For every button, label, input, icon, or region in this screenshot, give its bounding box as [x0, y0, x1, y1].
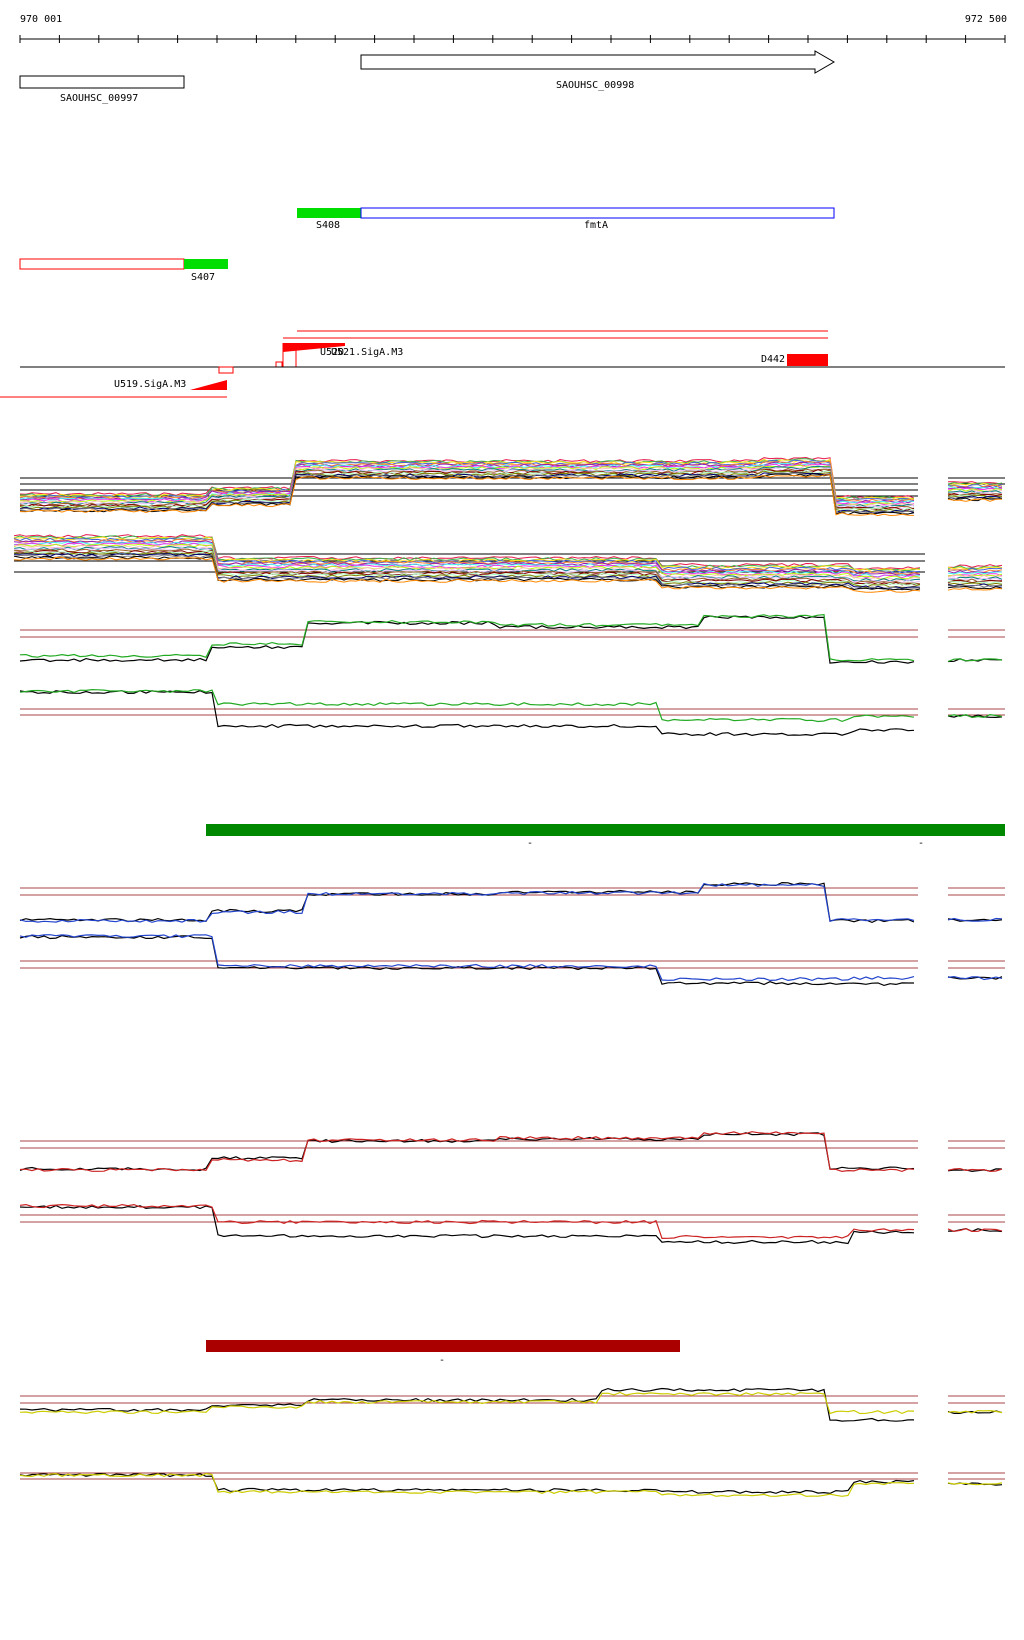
feature-u519-marker[interactable] [190, 380, 227, 390]
sample-trace-down-right [947, 584, 1003, 588]
gene-label-saouhsc-00998: SAOUHSC_00998 [556, 80, 634, 91]
red-up-trace-black [19, 1132, 915, 1172]
sample-trace-up-right [947, 498, 1003, 502]
yellow-down-trace-colored [19, 1472, 915, 1498]
feature-label-u519: U519.SigA.M3 [114, 379, 186, 390]
segment-fmta[interactable] [360, 207, 835, 219]
ruler-ticks [19, 35, 1006, 43]
gene-arrow-saouhsc-00998[interactable] [360, 50, 835, 74]
blue-down-trace-black-right [947, 976, 1003, 980]
yellow-up-trace-black [19, 1387, 914, 1422]
green-up-trace-black [19, 615, 915, 664]
green-bar-mark-2: - [918, 838, 924, 849]
green-up-trace-colored-right [947, 658, 1003, 663]
sample-trace-down [13, 556, 921, 593]
green-bar-mark: - [527, 838, 533, 849]
red-bar-mark: - [439, 1355, 445, 1366]
sample-trace-up-right [947, 490, 1003, 494]
red-up-trace-black-right [947, 1168, 1003, 1173]
sample-trace-up-right [947, 488, 1003, 492]
sample-trace-down [13, 538, 921, 575]
yellow-down-trace-colored-right [947, 1482, 1003, 1486]
segment-s408[interactable] [297, 208, 361, 218]
sample-trace-up [19, 460, 915, 503]
sample-trace-up [19, 465, 915, 509]
sample-trace-down [13, 555, 921, 591]
feature-small-box [275, 361, 283, 368]
sample-trace-down-right [947, 571, 1003, 575]
expression-traces [13, 456, 1005, 1498]
sample-trace-down [13, 548, 921, 585]
sample-trace-up-right [948, 486, 1003, 491]
sample-trace-up [19, 469, 915, 512]
sample-trace-up [19, 458, 915, 500]
feature-label-u521: U521.SigA.M3 [331, 347, 403, 358]
blue-up-trace-black-right [947, 918, 1003, 922]
yellow-up-trace-colored [19, 1391, 915, 1415]
sample-trace-up-right [947, 497, 1003, 502]
sample-trace-down-right [947, 577, 1003, 581]
sample-trace-up [19, 469, 915, 511]
sample-trace-down-right [947, 579, 1003, 584]
sample-trace-up-right [947, 495, 1003, 500]
feature-label-u520: U520 [320, 347, 344, 358]
green-down-trace-colored [19, 688, 915, 723]
red-up-trace-colored-right [947, 1167, 1003, 1173]
sample-trace-down [13, 535, 921, 572]
gene-label-saouhsc-00997: SAOUHSC_00997 [60, 93, 138, 104]
blue-down-trace-colored-right [947, 975, 1003, 981]
ruler-start-label: 970 001 [20, 14, 62, 25]
sample-trace-down-right [947, 564, 1003, 568]
coordinate-ruler: 970 001 972 500 [19, 14, 1007, 43]
sample-trace-up [19, 458, 915, 501]
segment-red-outline[interactable] [19, 258, 185, 270]
blue-up-trace-colored-right [947, 917, 1003, 922]
blue-down-trace-black [19, 934, 914, 987]
green-coverage-bar[interactable] [206, 824, 1005, 836]
sample-trace-up [19, 464, 915, 506]
green-down-trace-black-right [947, 714, 1003, 719]
red-down-trace-colored [19, 1203, 915, 1240]
feature-d442[interactable] [787, 354, 828, 366]
red-up-trace-colored [19, 1131, 915, 1173]
sample-trace-down-right [947, 582, 1003, 585]
sample-trace-down-right [947, 570, 1003, 574]
yellow-up-trace-colored-right [947, 1409, 1003, 1414]
ruler-end-label: 972 500 [965, 14, 1007, 25]
feature-u520-marker[interactable] [283, 343, 345, 352]
segment-label-s407: S407 [191, 272, 215, 283]
sample-trace-down [13, 551, 921, 588]
sample-trace-up [19, 474, 915, 517]
sample-trace-up-right [947, 495, 1003, 499]
sample-trace-down-right [947, 587, 1003, 591]
red-down-trace-colored-right [947, 1228, 1003, 1233]
green-up-trace-colored [19, 614, 915, 662]
blue-up-trace-black [19, 881, 915, 924]
sample-trace-up-right [947, 482, 1003, 485]
sample-trace-down [13, 544, 921, 581]
red-coverage-bar[interactable] [206, 1340, 680, 1352]
yellow-down-trace-black [19, 1473, 915, 1495]
gene-box-saouhsc-00997[interactable] [19, 75, 185, 89]
sample-trace-up [19, 463, 915, 506]
segment-track: S408 fmtA S407 [19, 207, 835, 283]
blue-down-trace-colored [19, 934, 915, 982]
segment-label-fmta: fmtA [584, 220, 608, 231]
sample-trace-up-right [947, 491, 1003, 495]
segment-s407[interactable] [184, 259, 228, 269]
sample-trace-down-right [947, 585, 1003, 590]
feature-u519-box [218, 366, 234, 374]
blue-up-trace-colored [19, 882, 915, 923]
feature-track: U520 U521.SigA.M3 D442 U519.SigA.M3 [0, 330, 1005, 398]
sample-trace-up-right [948, 481, 1003, 485]
gene-track: SAOUHSC_00997 SAOUHSC_00998 [19, 50, 835, 104]
red-down-trace-black [19, 1204, 915, 1245]
green-down-trace-colored-right [947, 713, 1003, 719]
segment-label-s408: S408 [316, 220, 340, 231]
green-down-trace-black [19, 690, 915, 737]
feature-label-d442: D442 [761, 354, 785, 365]
